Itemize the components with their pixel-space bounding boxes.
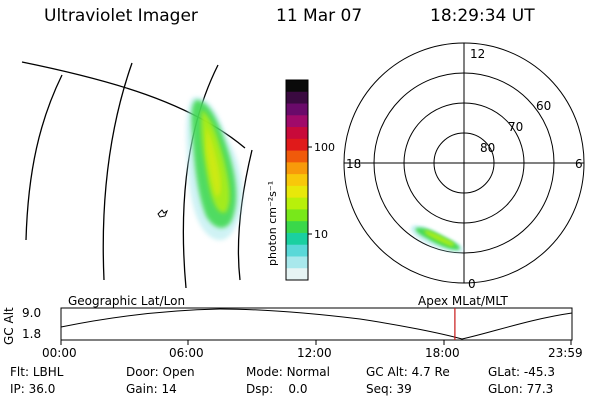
mlt-label-0: 0 — [468, 277, 476, 290]
time-tick-label: 00:00 — [42, 346, 77, 360]
colorbar-tick-label: 10 — [314, 228, 328, 241]
polar-plot: 12 18 6 0 60 70 80 — [343, 42, 585, 290]
colorbar: 100 10 photon cm⁻²s⁻¹ — [266, 79, 335, 281]
aurora-oval — [410, 225, 464, 253]
timeline-frame — [60, 307, 573, 341]
info-mode: Mode: Normal — [246, 365, 330, 379]
geographic-label: Geographic Lat/Lon — [68, 294, 186, 308]
altitude-max-label: 9.0 — [22, 306, 42, 320]
colorbar-segment — [286, 150, 308, 163]
colorbar-unit-label: photon cm⁻²s⁻¹ — [266, 181, 279, 266]
geographic-image-panel — [21, 61, 253, 289]
colorbar-segment — [286, 268, 308, 281]
longitude-line — [102, 62, 133, 281]
longitude-line — [237, 149, 253, 281]
altitude-axis-label: GC Alt — [2, 307, 16, 345]
time-tick-label: 06:00 — [169, 346, 204, 360]
colorbar-segment — [286, 174, 308, 187]
colorbar-segment — [286, 209, 308, 222]
date-label: 11 Mar 07 — [276, 6, 363, 26]
time-tick-label: 23:59 — [548, 346, 583, 360]
apex-label: Apex MLat/MLT — [418, 294, 508, 308]
coastline-feature — [157, 209, 169, 218]
colorbar-segment — [286, 232, 308, 246]
app-title: Ultraviolet Imager — [44, 6, 198, 26]
altitude-timeline — [60, 307, 573, 345]
info-ip: IP: 36.0 — [10, 382, 56, 396]
colorbar-segment — [286, 103, 308, 116]
colorbar-segment — [286, 115, 308, 128]
time-tick-label: 18:00 — [425, 346, 460, 360]
colorbar-segment — [286, 127, 308, 140]
colorbar-tick-label: 100 — [314, 141, 335, 154]
info-glon: GLon: 77.3 — [488, 382, 554, 396]
info-gc-alt: GC Alt: 4.7 Re — [366, 365, 450, 379]
colorbar-segment — [286, 162, 308, 175]
colorbar-segment — [286, 197, 308, 210]
colorbar-segment — [286, 138, 308, 152]
info-gain: Gain: 14 — [126, 382, 177, 396]
info-seq: Seq: 39 — [366, 382, 412, 396]
colorbar-gradient — [286, 80, 308, 281]
longitude-line — [25, 74, 63, 241]
time-label: 18:29:34 UT — [430, 6, 535, 26]
lat-label: 70 — [508, 120, 523, 134]
aurora-emission — [186, 96, 243, 241]
info-glat: GLat: -45.3 — [488, 365, 555, 379]
altitude-min-label: 1.8 — [22, 327, 42, 341]
info-dsp: Dsp: 0.0 — [246, 382, 308, 396]
colorbar-segment — [286, 91, 308, 105]
mlt-label-12: 12 — [470, 47, 485, 61]
info-door: Door: Open — [126, 365, 195, 379]
mlt-label-6: 6 — [575, 157, 583, 171]
colorbar-segment — [286, 244, 308, 257]
colorbar-segment — [286, 221, 308, 234]
colorbar-segment — [286, 80, 308, 93]
colorbar-segment — [286, 256, 308, 269]
info-filter: Flt: LBHL — [10, 365, 64, 379]
lat-label: 80 — [480, 141, 495, 155]
colorbar-segment — [286, 185, 308, 199]
colorbar-frame — [285, 79, 309, 281]
lat-label: 60 — [536, 99, 551, 113]
time-tick-label: 12:00 — [297, 346, 332, 360]
mlt-label-18: 18 — [346, 157, 361, 171]
altitude-curve — [60, 308, 573, 340]
